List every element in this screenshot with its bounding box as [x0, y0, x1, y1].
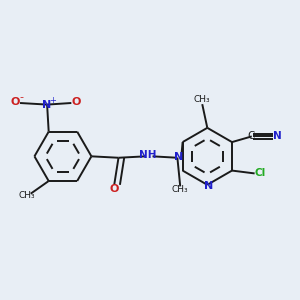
Text: NH: NH	[139, 150, 157, 160]
Text: CH₃: CH₃	[193, 95, 210, 104]
Text: +: +	[50, 96, 56, 105]
Text: Cl: Cl	[254, 168, 266, 178]
Text: C: C	[247, 131, 254, 141]
Text: N: N	[43, 100, 52, 110]
Text: O: O	[110, 184, 119, 194]
Text: CH₃: CH₃	[19, 191, 35, 200]
Text: N: N	[174, 152, 183, 162]
Text: N: N	[273, 131, 282, 141]
Text: N: N	[204, 182, 214, 191]
Text: -: -	[19, 92, 23, 102]
Text: CH₃: CH₃	[172, 185, 188, 194]
Text: O: O	[11, 98, 20, 107]
Text: O: O	[71, 98, 80, 107]
